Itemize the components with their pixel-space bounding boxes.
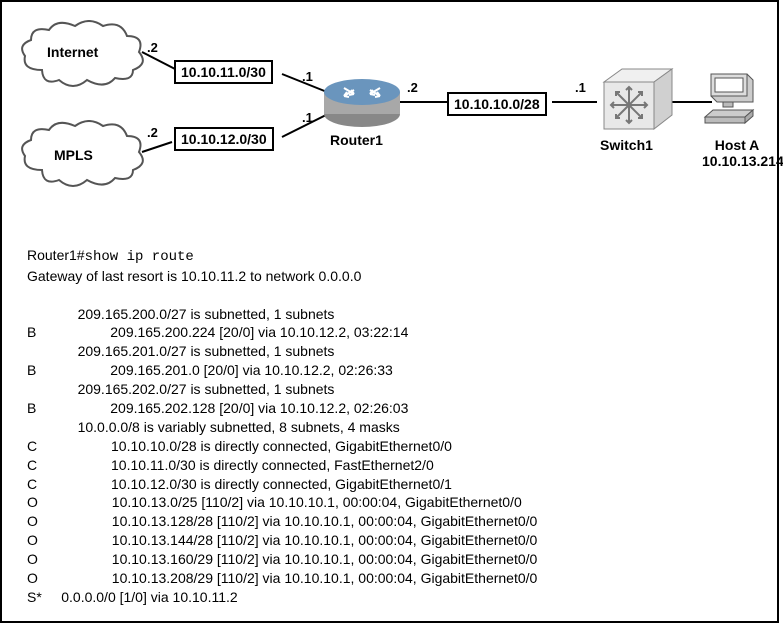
mpls-ip-end: .2 bbox=[147, 125, 158, 140]
cli-output: Router1#show ip route Gateway of last re… bbox=[27, 227, 757, 607]
route-table: 209.165.200.0/27 is subnetted, 1 subnets… bbox=[27, 306, 537, 605]
lan-subnet-box: 10.10.10.0/28 bbox=[447, 92, 547, 116]
switch-icon bbox=[594, 67, 674, 132]
internet-label: Internet bbox=[47, 44, 98, 60]
cli-gateway-line: Gateway of last resort is 10.10.11.2 to … bbox=[27, 268, 361, 284]
host-icon bbox=[697, 72, 757, 127]
network-diagram: Internet .2 MPLS .2 10.10.11.0/30 10.10.… bbox=[2, 2, 781, 202]
internet-subnet-box: 10.10.11.0/30 bbox=[174, 60, 273, 84]
switch-if-lan: .1 bbox=[575, 80, 586, 95]
switch-label: Switch1 bbox=[600, 137, 653, 153]
exhibit-frame: Internet .2 MPLS .2 10.10.11.0/30 10.10.… bbox=[0, 0, 779, 623]
cli-prompt: Router1# bbox=[27, 247, 85, 263]
internet-ip-end: .2 bbox=[147, 40, 158, 55]
host-ip: 10.10.13.214 bbox=[702, 153, 783, 169]
router-icon bbox=[322, 74, 402, 129]
router-if-mpls: .1 bbox=[302, 110, 313, 125]
router-if-internet: .1 bbox=[302, 69, 313, 84]
mpls-subnet-box: 10.10.12.0/30 bbox=[174, 127, 274, 151]
mpls-label: MPLS bbox=[54, 147, 93, 163]
router-label: Router1 bbox=[330, 132, 383, 148]
host-label: Host A 10.10.13.214 bbox=[702, 137, 772, 169]
host-name: Host A bbox=[715, 137, 760, 153]
cli-command: show ip route bbox=[85, 249, 194, 265]
router-if-lan: .2 bbox=[407, 80, 418, 95]
